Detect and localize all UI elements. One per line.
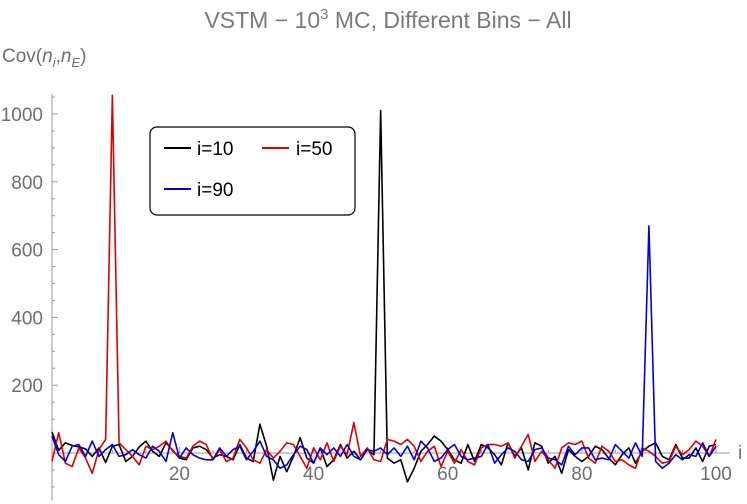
- legend: i=10 i=50 i=90: [149, 126, 356, 216]
- x-tick-label: 100: [700, 464, 732, 485]
- y-tick-label: 400: [11, 308, 43, 329]
- x-tick-label: 60: [437, 464, 458, 485]
- x-tick-label: 80: [571, 464, 592, 485]
- chart-title: VSTM − 103 MC, Different Bins − All: [204, 6, 571, 33]
- y-axis-label: Cov(ni,nE): [2, 46, 86, 70]
- y-tick-label: 1000: [1, 105, 43, 126]
- x-axis-label: i: [738, 443, 742, 464]
- x-tick-label: 40: [303, 464, 324, 485]
- y-tick-label: 800: [11, 173, 43, 194]
- x-tick-label: 20: [169, 464, 190, 485]
- legend-label-i50: i=50: [296, 139, 332, 160]
- y-tick-label: 200: [11, 376, 43, 397]
- legend-label-i90: i=90: [197, 180, 233, 201]
- axes: 200 400 600 800 1000 20 40 60 80 100: [1, 93, 732, 501]
- series-line-i10: [51, 109, 717, 483]
- series-line-i90: [51, 225, 717, 470]
- legend-label-i10: i=10: [197, 139, 233, 160]
- y-tick-label: 600: [11, 241, 43, 262]
- legend-box: [149, 126, 356, 216]
- series-layer: [51, 94, 717, 483]
